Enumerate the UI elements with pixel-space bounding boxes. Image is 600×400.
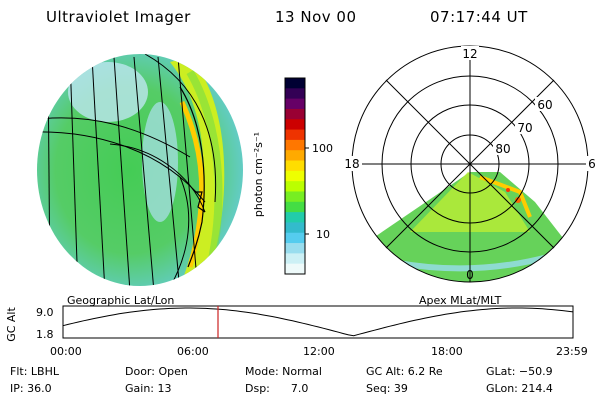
time-tick-0600: 06:00 <box>177 345 209 358</box>
colorbar-stripe <box>285 253 305 265</box>
colorbar-stripe <box>285 232 305 244</box>
altitude-tick-low: 1.8 <box>36 328 54 341</box>
gain-readout: Gain: 13 <box>125 382 172 395</box>
door-readout: Door: Open <box>125 365 188 378</box>
colorbar-stripe <box>285 88 305 100</box>
lat-label-80: 80 <box>495 142 510 156</box>
colorbar-tick-10: 10 <box>316 228 330 241</box>
coastline <box>179 86 206 268</box>
colorbar-stripe <box>285 98 305 110</box>
altitude-axis-label: GC Alt <box>4 307 18 342</box>
lat-label-70: 70 <box>517 121 532 135</box>
mlt-label-18: 18 <box>344 157 359 171</box>
glon-readout: GLon: 214.4 <box>486 382 553 395</box>
colorbar-stripe <box>285 160 305 172</box>
colorbar-stripe <box>285 243 305 254</box>
mlt-label-6: 6 <box>588 157 596 171</box>
instrument-title: Ultraviolet Imager <box>46 8 191 26</box>
colorbar-stripe <box>285 170 305 182</box>
observation-time: 07:17:44 UT <box>430 8 528 26</box>
colorbar-stripe <box>285 78 305 89</box>
colorbar-stripe <box>285 150 305 162</box>
polar-plot: 12 18 6 0 60 70 80 <box>340 45 600 283</box>
glat-readout: GLat: −50.9 <box>486 365 553 378</box>
time-tick-1800: 18:00 <box>431 345 463 358</box>
colorbar-stripe <box>285 263 305 275</box>
observation-date: 13 Nov 00 <box>275 8 357 26</box>
colorbar-stripe <box>285 181 305 192</box>
seq-readout: Seq: 39 <box>366 382 408 395</box>
colorbar-stripe <box>285 201 305 213</box>
time-tick-2359: 23:59 <box>556 345 588 358</box>
colorbar-stripe <box>285 119 305 131</box>
altitude-plot <box>62 305 574 339</box>
altitude-tick-high: 9.0 <box>36 306 54 319</box>
right-panel-caption: Apex MLat/MLT <box>419 294 502 307</box>
mode-readout: Mode: Normal <box>245 365 322 378</box>
colorbar <box>284 77 309 275</box>
time-tick-1200: 12:00 <box>303 345 335 358</box>
colorbar-stripe <box>285 129 305 141</box>
mlt-label-0: 0 <box>466 268 474 282</box>
altitude-curve <box>62 307 574 337</box>
ip-readout: IP: 36.0 <box>10 382 52 395</box>
colorbar-stripe <box>285 222 305 234</box>
colorbar-stripe <box>285 212 305 223</box>
dsp-readout: Dsp: 7.0 <box>245 382 309 395</box>
graticule <box>37 54 217 286</box>
colorbar-stripe <box>285 108 305 120</box>
colorbar-stripe <box>285 191 305 203</box>
colorbar-stripe <box>285 139 305 151</box>
geographic-image <box>37 54 243 286</box>
left-panel-caption: Geographic Lat/Lon <box>67 294 175 307</box>
lat-label-60: 60 <box>537 98 552 112</box>
filter-readout: Flt: LBHL <box>10 365 59 378</box>
colorbar-unit-label: photon cm⁻²s⁻¹ <box>252 131 266 218</box>
gc-alt-readout: GC Alt: 6.2 Re <box>366 365 443 378</box>
colorbar-tick-100: 100 <box>312 142 333 155</box>
time-tick-0000: 00:00 <box>50 345 82 358</box>
mlt-label-12: 12 <box>462 47 477 61</box>
